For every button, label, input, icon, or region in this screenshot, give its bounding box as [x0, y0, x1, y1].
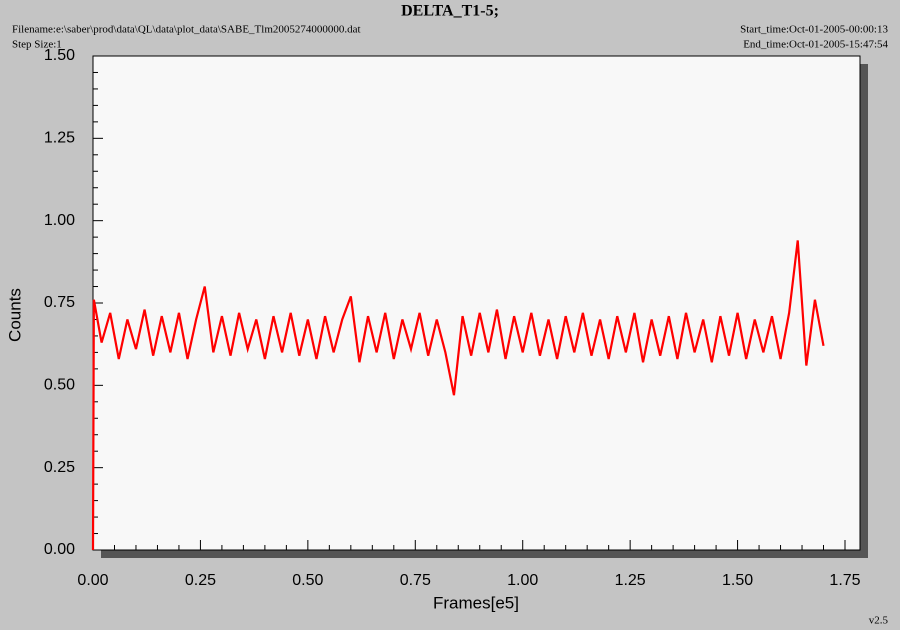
x-tick-label: 1.00 — [507, 572, 538, 589]
step-size: Step Size:1 — [12, 39, 62, 51]
start-time: Start_time:Oct-01-2005-00:00:13 — [740, 24, 888, 36]
y-tick-label: 0.00 — [44, 541, 75, 558]
y-axis-label: Counts — [5, 288, 24, 342]
version: v2.5 — [869, 615, 889, 627]
chart-title: DELTA_T1-5; — [401, 3, 499, 20]
x-tick-label: 1.50 — [722, 572, 753, 589]
y-tick-label: 0.25 — [44, 459, 75, 476]
y-tick-label: 1.00 — [44, 212, 75, 229]
x-tick-label: 0.75 — [400, 572, 431, 589]
end-time: End_time:Oct-01-2005-15:47:54 — [743, 39, 888, 51]
filename: Filename:e:\saber\prod\data\QL\data\plot… — [12, 24, 361, 36]
x-tick-label: 0.25 — [185, 572, 216, 589]
y-tick-label: 0.50 — [44, 377, 75, 394]
y-tick-label: 1.25 — [44, 130, 75, 147]
data-line — [91, 240, 825, 551]
plot-area — [92, 55, 861, 551]
x-tick-label: 0.00 — [77, 572, 108, 589]
x-axis-label: Frames[e5] — [433, 593, 519, 612]
x-tick-label: 0.50 — [292, 572, 323, 589]
y-tick-label: 1.50 — [44, 47, 75, 64]
y-tick-label: 0.75 — [44, 294, 75, 311]
x-tick-label: 1.75 — [829, 572, 860, 589]
x-tick-label: 1.25 — [615, 572, 646, 589]
